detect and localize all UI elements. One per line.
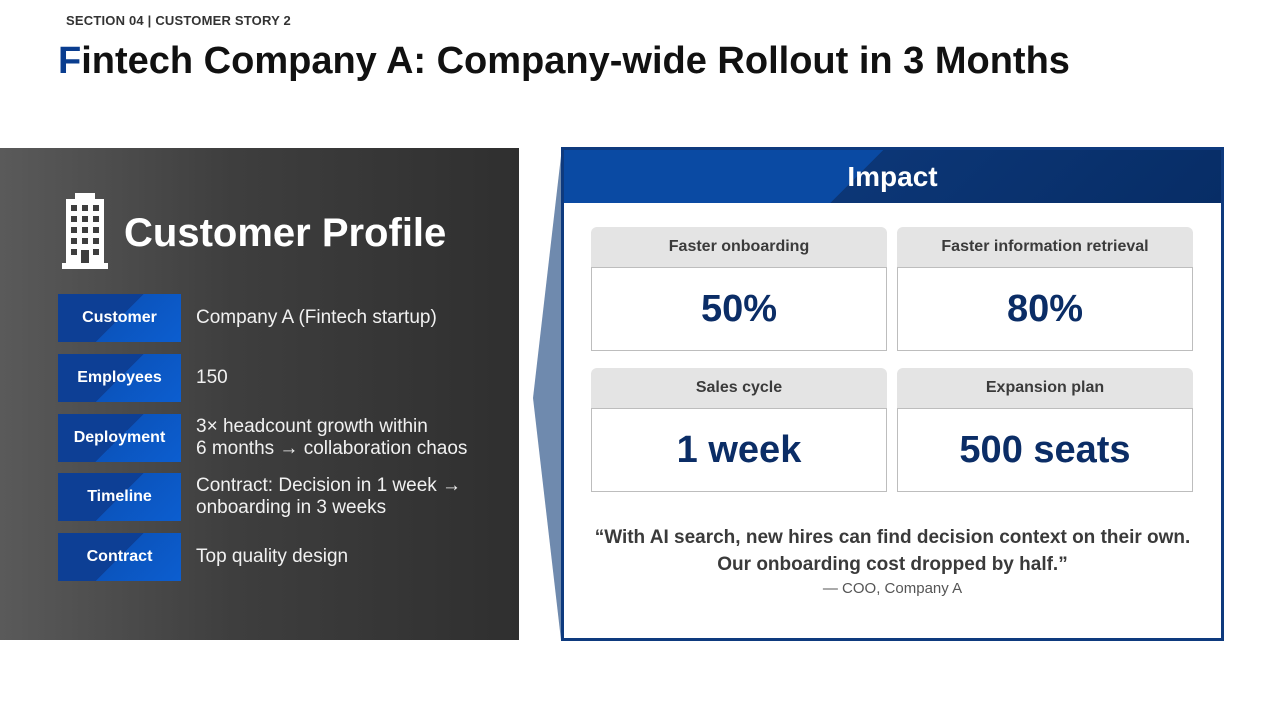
title-text: intech Company A: Company-wide Rollout i… (81, 40, 1070, 82)
metric-card-onboarding: Faster onboarding 50% (591, 227, 887, 351)
building-icon (62, 193, 108, 269)
row-label: Contract (58, 533, 181, 581)
profile-row-deployment: Deployment 3× headcount growth within 6 … (58, 414, 498, 462)
row-value: Top quality design (196, 546, 349, 567)
profile-row-customer: Customer Company A (Fintech startup) (58, 294, 498, 342)
metric-value: 500 seats (897, 408, 1193, 492)
row-label: Customer (58, 294, 181, 342)
row-value: Company A (Fintech startup) (196, 307, 437, 328)
metric-label: Sales cycle (591, 368, 887, 408)
connector-arrow (533, 156, 565, 640)
title-initial: F (58, 40, 82, 82)
row-value: 150 (196, 367, 228, 388)
quote-attribution: — COO, Company A (822, 580, 963, 597)
metric-card-expansion: Expansion plan 500 seats (897, 368, 1193, 492)
profile-row-timeline: Timeline Contract: Decision in 1 week → … (58, 473, 498, 521)
metric-value: 1 week (591, 408, 887, 492)
metric-label: Faster information retrieval (897, 227, 1193, 267)
profile-row-employees: Employees 150 (58, 354, 498, 402)
row-label: Timeline (58, 473, 181, 521)
metric-label: Faster onboarding (591, 227, 887, 267)
impact-panel: Impact Faster onboarding 50% Faster info… (561, 147, 1224, 641)
metric-value: 80% (897, 267, 1193, 351)
metric-value: 50% (591, 267, 887, 351)
impact-title: Impact (564, 150, 1221, 203)
row-label: Deployment (58, 414, 181, 462)
page-title: Fintech Company A: Company-wide Rollout … (58, 40, 1070, 83)
row-value: Contract: Decision in 1 week → onboardin… (196, 475, 462, 518)
metric-label: Expansion plan (897, 368, 1193, 408)
section-label: SECTION 04 | CUSTOMER STORY 2 (66, 13, 291, 28)
customer-quote: “With AI search, new hires can find deci… (594, 527, 1191, 575)
metric-card-sales-cycle: Sales cycle 1 week (591, 368, 887, 492)
profile-row-contract: Contract Top quality design (58, 533, 498, 581)
metric-card-retrieval: Faster information retrieval 80% (897, 227, 1193, 351)
customer-profile-panel: Customer Profile Customer Company A (Fin… (0, 148, 519, 640)
row-label: Employees (58, 354, 181, 402)
profile-title: Customer Profile (124, 211, 447, 255)
row-value: 3× headcount growth within 6 months → co… (196, 416, 468, 459)
